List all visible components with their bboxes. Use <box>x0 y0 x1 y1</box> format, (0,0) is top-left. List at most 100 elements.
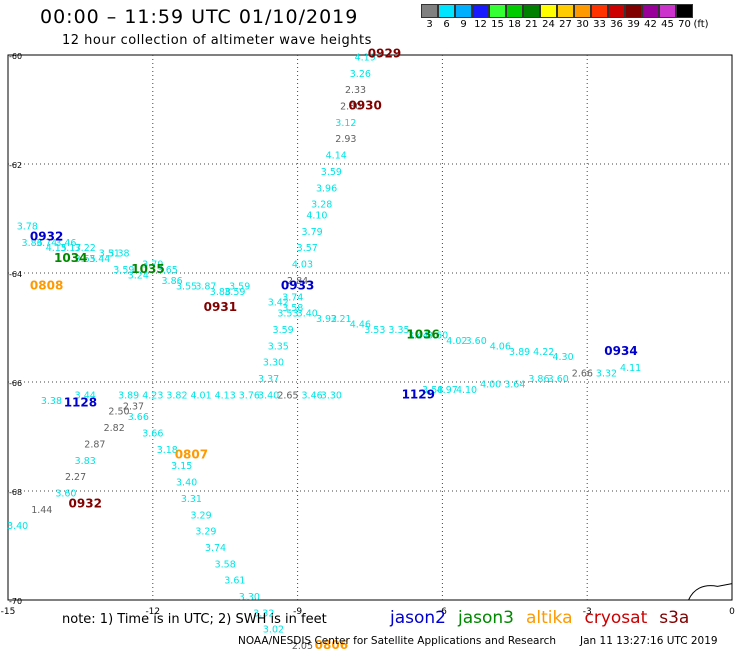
lon-tick-label: -3 <box>583 607 592 617</box>
wave-height-value: 3.60 <box>55 488 76 499</box>
wave-height-value: 4.00 <box>480 379 501 390</box>
wave-height-value: 2.93 <box>335 134 356 145</box>
pass-time-label: 1034 <box>54 251 87 265</box>
wave-height-value: 4.23 <box>142 390 163 401</box>
wave-height-value: 3.86 <box>22 238 43 249</box>
wave-height-value: 3.29 <box>195 527 216 538</box>
pass-time-label: 1035 <box>131 262 164 276</box>
pass-time-label: 0806 <box>315 638 348 650</box>
wave-height-value: 2.65 <box>277 390 298 401</box>
wave-height-value: 4.46 <box>350 320 371 331</box>
pass-time-label: 1036 <box>406 327 439 341</box>
wave-height-value: 3.32 <box>596 369 617 380</box>
wave-height-value: 3.60 <box>466 336 487 347</box>
wave-height-value: 3.02 <box>263 625 284 636</box>
wave-height-value: 3.59 <box>229 281 250 292</box>
wave-height-value: 3.59 <box>273 325 294 336</box>
wave-height-value: 3.22 <box>75 243 96 254</box>
credit-line: NOAA/NESDIS Center for Satellite Applica… <box>238 635 556 647</box>
pass-time-label: 0932 <box>30 229 63 243</box>
wave-height-value: 3.35 <box>268 341 289 352</box>
wave-height-value: 3.31 <box>181 494 202 505</box>
wave-height-value: 3.55 <box>176 281 197 292</box>
wave-height-value: 3.60 <box>548 374 569 385</box>
scale-swatch <box>591 4 608 18</box>
wave-height-value: 2.66 <box>572 369 593 380</box>
wave-height-value: 4.01 <box>190 390 211 401</box>
scale-swatch <box>659 4 676 18</box>
pass-time-label: 1128 <box>64 396 97 410</box>
lat-tick-label: -62 <box>9 161 22 170</box>
wave-height-value: 3.35 <box>388 325 409 336</box>
wave-height-value: 3.53 <box>364 325 385 336</box>
wave-height-value: 3.59 <box>321 167 342 178</box>
wave-height-value: 3.59 <box>113 265 134 276</box>
pass-time-label: 0930 <box>348 99 381 113</box>
wave-height-value: 3.30 <box>263 358 284 369</box>
page-subtitle: 12 hour collection of altimeter wave hei… <box>62 33 372 48</box>
wave-height-value: 3.83 <box>75 456 96 467</box>
wave-height-value: 3.86 <box>528 374 549 385</box>
wave-height-value: 3.38 <box>41 396 62 407</box>
scale-swatch <box>557 4 574 18</box>
scale-swatch <box>625 4 642 18</box>
lat-tick-label: -70 <box>9 597 22 606</box>
wave-height-value: 3.61 <box>224 576 245 587</box>
generation-timestamp: Jan 11 13:27:16 UTC 2019 <box>580 635 718 647</box>
wave-height-value: 3.76 <box>239 390 260 401</box>
wave-height-value: 3.66 <box>142 429 163 440</box>
wave-height-value: 4.14 <box>326 151 347 162</box>
wave-height-value: 4.13 <box>215 390 236 401</box>
wave-height-value: 3.89 <box>118 390 139 401</box>
scale-swatch <box>472 4 489 18</box>
scale-swatch <box>438 4 455 18</box>
wave-height-value: 3.26 <box>350 69 371 80</box>
scale-swatch <box>608 4 625 18</box>
wave-height-value: 3.96 <box>316 183 337 194</box>
wave-height-value: 2.84 <box>287 276 308 287</box>
wave-height-value: 3.42 <box>268 298 289 309</box>
scale-label: 18 <box>508 19 521 30</box>
wave-height-value: 3.59 <box>224 287 245 298</box>
wave-height-value: 1.44 <box>31 505 52 516</box>
wave-height-value: 3.79 <box>142 260 163 271</box>
satellite-legend-item: cryosat <box>584 608 648 628</box>
color-scale-labels: 3 6 9 12 15 18 21 24 27 30 33 36 39 42 45 70 (ft) <box>421 18 708 32</box>
lat-tick-label: -66 <box>9 379 22 388</box>
scale-label: 3 <box>426 19 433 30</box>
scale-label: 33 <box>593 19 606 30</box>
wave-height-value: 2.27 <box>65 472 86 483</box>
wave-height-value: 3.55 <box>75 254 96 265</box>
wave-height-value: 2.87 <box>84 439 105 450</box>
wave-height-value: 3.60 <box>427 330 448 341</box>
wave-height-value: 2.80 <box>340 102 361 113</box>
wave-height-value: 3.12 <box>335 118 356 129</box>
lon-tick-label: -15 <box>1 607 16 617</box>
scale-label: 27 <box>559 19 572 30</box>
wave-height-value: 3.44 <box>408 330 429 341</box>
wave-height-value: 3.40 <box>176 478 197 489</box>
wave-height-value: 3.58 <box>282 303 303 314</box>
wave-height-value: 3.66 <box>128 412 149 423</box>
wave-height-value: 3.53 <box>277 309 298 320</box>
footnote: note: 1) Time is in UTC; 2) SWH is in fe… <box>62 612 327 627</box>
wave-height-value: 4.06 <box>490 341 511 352</box>
wave-height-value: 3.24 <box>128 270 149 281</box>
satellite-legend-item: s3a <box>659 608 690 628</box>
scale-swatch <box>506 4 523 18</box>
wave-height-value: 3.30 <box>239 592 260 603</box>
wave-height-value: 2.05 <box>292 641 313 650</box>
lon-tick-label: 0 <box>729 607 735 617</box>
wave-height-value: 3.46 <box>302 390 323 401</box>
lat-tick-label: -64 <box>9 270 22 279</box>
scale-swatch <box>455 4 472 18</box>
wave-height-value: 3.58 <box>422 385 443 396</box>
satellite-legend-item: jason2 <box>390 608 446 628</box>
wave-height-value: 4.19 <box>355 52 376 63</box>
wave-height-value: 2.33 <box>345 85 366 96</box>
page-title: 00:00 – 11:59 UTC 01/10/2019 <box>40 6 359 28</box>
wave-height-value: 4.97 <box>437 385 458 396</box>
scale-label: 9 <box>460 19 467 30</box>
wave-height-value: 2.82 <box>104 423 125 434</box>
scale-swatch <box>523 4 540 18</box>
